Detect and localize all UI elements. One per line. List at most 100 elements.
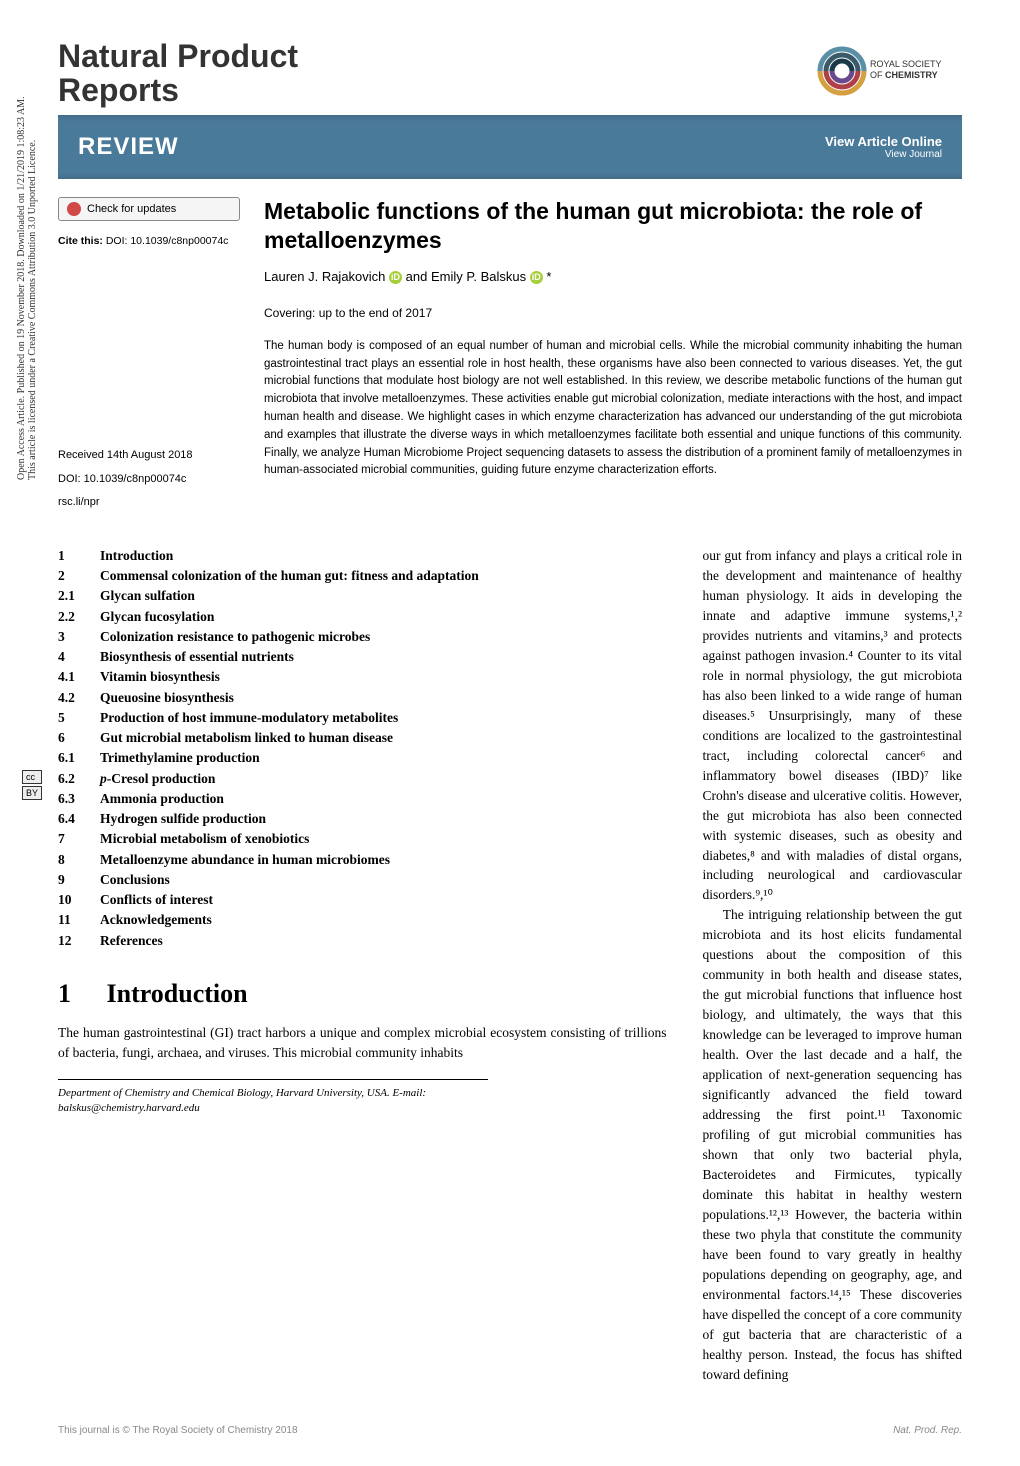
toc-number: 6.3 (58, 789, 100, 809)
doi: DOI: 10.1039/c8np00074c (58, 471, 240, 489)
toc-item: 2.1Glycan sulfation (58, 586, 488, 606)
toc-title: Ammonia production (100, 789, 224, 809)
toc-item: 10Conflicts of interest (58, 890, 488, 910)
toc-number: 5 (58, 708, 100, 728)
review-bar: REVIEW View Article Online View Journal (58, 115, 962, 179)
toc-item: 6Gut microbial metabolism linked to huma… (58, 728, 488, 748)
toc-item: 5Production of host immune-modulatory me… (58, 708, 488, 728)
cc-license-badge: cc BY (22, 770, 42, 802)
toc-number: 2.2 (58, 607, 100, 627)
toc-title: Acknowledgements (100, 910, 212, 930)
article-title: Metabolic functions of the human gut mic… (264, 197, 962, 255)
toc-title: Colonization resistance to pathogenic mi… (100, 627, 370, 647)
crossmark-icon (67, 202, 81, 216)
toc-title: Commensal colonization of the human gut:… (100, 566, 479, 586)
cite-label: Cite this: (58, 235, 103, 247)
open-access-watermark: Open Access Article. Published on 19 Nov… (16, 96, 38, 480)
orcid-icon[interactable]: iD (389, 271, 402, 284)
toc-item: 6.1Trimethylamine production (58, 748, 488, 768)
toc-item: 6.2p-Cresol production (58, 769, 488, 789)
toc-number: 2 (58, 566, 100, 586)
toc-item: 12References (58, 931, 488, 951)
author-separator: and (406, 269, 431, 284)
toc-title: Hydrogen sulfide production (100, 809, 266, 829)
body-paragraph: our gut from infancy and plays a critica… (702, 546, 962, 905)
toc-number: 11 (58, 910, 100, 930)
toc-title: Biosynthesis of essential nutrients (100, 647, 294, 667)
toc-title: References (100, 931, 163, 951)
publisher-logo: ROYAL SOCIETY OF CHEMISTRY (802, 40, 962, 100)
copyright: This journal is © The Royal Society of C… (58, 1425, 298, 1436)
cc-icon: cc (22, 770, 42, 784)
page-footer: This journal is © The Royal Society of C… (58, 1425, 962, 1436)
abstract: The human body is composed of an equal n… (264, 338, 962, 481)
toc-item: 11Acknowledgements (58, 910, 488, 930)
toc-title: Conclusions (100, 870, 170, 890)
journal-title-line1: Natural Product (58, 38, 298, 74)
toc-item: 4.1Vitamin biosynthesis (58, 667, 488, 687)
corresponding-author-mark: * (546, 269, 551, 284)
toc-item: 2.2Glycan fucosylation (58, 607, 488, 627)
toc-number: 2.1 (58, 586, 100, 606)
coverage-period: Covering: up to the end of 2017 (264, 306, 962, 320)
check-updates-label: Check for updates (87, 203, 176, 215)
right-body-column: our gut from infancy and plays a critica… (702, 546, 962, 1385)
toc-item: 2Commensal colonization of the human gut… (58, 566, 488, 586)
svg-text:OF CHEMISTRY: OF CHEMISTRY (870, 70, 938, 80)
toc-item: 8Metalloenzyme abundance in human microb… (58, 850, 488, 870)
toc-item: 7Microbial metabolism of xenobiotics (58, 829, 488, 849)
section-title: Introduction (107, 979, 248, 1008)
watermark-line2: This article is licensed under a Creativ… (27, 140, 38, 480)
svg-text:ROYAL SOCIETY: ROYAL SOCIETY (870, 59, 942, 69)
toc-item: 6.4Hydrogen sulfide production (58, 809, 488, 829)
toc-number: 10 (58, 890, 100, 910)
toc-number: 3 (58, 627, 100, 647)
toc-item: 9Conclusions (58, 870, 488, 890)
author-2: Emily P. Balskus (431, 269, 526, 284)
toc-number: 6 (58, 728, 100, 748)
by-icon: BY (22, 786, 42, 800)
view-links: View Article Online View Journal (825, 134, 942, 160)
toc-item: 6.3Ammonia production (58, 789, 488, 809)
cite-this: Cite this: DOI: 10.1039/c8np00074c (58, 235, 240, 247)
toc-number: 6.2 (58, 769, 100, 789)
toc-number: 1 (58, 546, 100, 566)
toc-number: 7 (58, 829, 100, 849)
toc-title: Vitamin biosynthesis (100, 667, 220, 687)
intro-paragraph: The human gastrointestinal (GI) tract ha… (58, 1023, 666, 1063)
left-body-column: 1Introduction2Commensal colonization of … (58, 546, 666, 1385)
toc-number: 4 (58, 647, 100, 667)
authors: Lauren J. Rajakovich iD and Emily P. Bal… (264, 269, 962, 284)
toc-number: 4.1 (58, 667, 100, 687)
toc-title: Microbial metabolism of xenobiotics (100, 829, 309, 849)
toc-title: Trimethylamine production (100, 748, 260, 768)
toc-number: 12 (58, 931, 100, 951)
section-heading: 1 Introduction (58, 979, 666, 1009)
toc-number: 9 (58, 870, 100, 890)
journal-title-line2: Reports (58, 72, 179, 108)
toc-number: 6.1 (58, 748, 100, 768)
toc-title: Queuosine biosynthesis (100, 688, 234, 708)
author-1: Lauren J. Rajakovich (264, 269, 385, 284)
body-paragraph: The intriguing relationship between the … (702, 905, 962, 1384)
toc-number: 6.4 (58, 809, 100, 829)
toc-title: Introduction (100, 546, 173, 566)
toc-number: 8 (58, 850, 100, 870)
section-number: 1 (58, 979, 100, 1009)
view-article-online-link[interactable]: View Article Online (825, 134, 942, 149)
toc-title: Production of host immune-modulatory met… (100, 708, 398, 728)
toc-title: p-Cresol production (100, 769, 215, 789)
view-journal-link[interactable]: View Journal (825, 149, 942, 160)
toc-title: Metalloenzyme abundance in human microbi… (100, 850, 390, 870)
toc-item: 1Introduction (58, 546, 488, 566)
affiliation: Department of Chemistry and Chemical Bio… (58, 1079, 488, 1117)
toc-title: Glycan fucosylation (100, 607, 214, 627)
page-header: Natural Product Reports ROYAL SOCIETY OF… (58, 40, 962, 107)
left-sidebar: Check for updates Cite this: DOI: 10.103… (58, 197, 240, 518)
orcid-icon[interactable]: iD (530, 271, 543, 284)
toc-item: 4Biosynthesis of essential nutrients (58, 647, 488, 667)
toc-number: 4.2 (58, 688, 100, 708)
toc-item: 4.2Queuosine biosynthesis (58, 688, 488, 708)
check-updates-button[interactable]: Check for updates (58, 197, 240, 221)
article-type-label: REVIEW (78, 133, 179, 161)
